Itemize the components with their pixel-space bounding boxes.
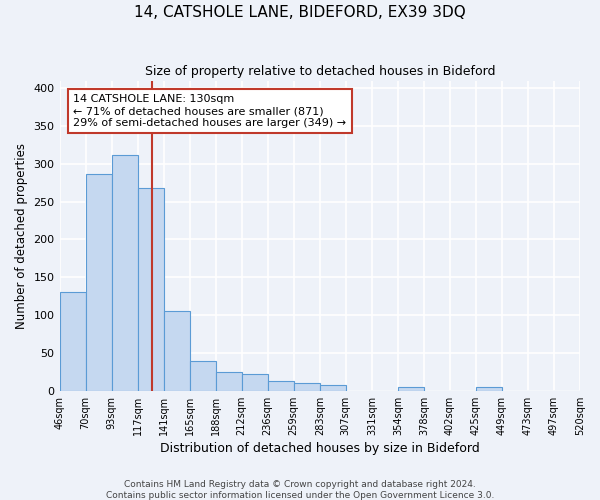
Bar: [86, 174, 112, 391]
Bar: [59, 292, 86, 391]
Bar: [476, 387, 502, 391]
Bar: [215, 372, 242, 391]
Bar: [112, 154, 137, 391]
Bar: [294, 384, 320, 391]
Bar: [268, 381, 294, 391]
X-axis label: Distribution of detached houses by size in Bideford: Distribution of detached houses by size …: [160, 442, 479, 455]
Bar: [164, 310, 190, 391]
Text: Contains HM Land Registry data © Crown copyright and database right 2024.
Contai: Contains HM Land Registry data © Crown c…: [106, 480, 494, 500]
Bar: [320, 385, 346, 391]
Bar: [190, 360, 215, 391]
Bar: [242, 374, 268, 391]
Y-axis label: Number of detached properties: Number of detached properties: [15, 142, 28, 328]
Bar: [398, 387, 424, 391]
Text: 14 CATSHOLE LANE: 130sqm
← 71% of detached houses are smaller (871)
29% of semi-: 14 CATSHOLE LANE: 130sqm ← 71% of detach…: [73, 94, 347, 128]
Bar: [137, 188, 164, 391]
Title: Size of property relative to detached houses in Bideford: Size of property relative to detached ho…: [145, 65, 495, 78]
Text: 14, CATSHOLE LANE, BIDEFORD, EX39 3DQ: 14, CATSHOLE LANE, BIDEFORD, EX39 3DQ: [134, 5, 466, 20]
